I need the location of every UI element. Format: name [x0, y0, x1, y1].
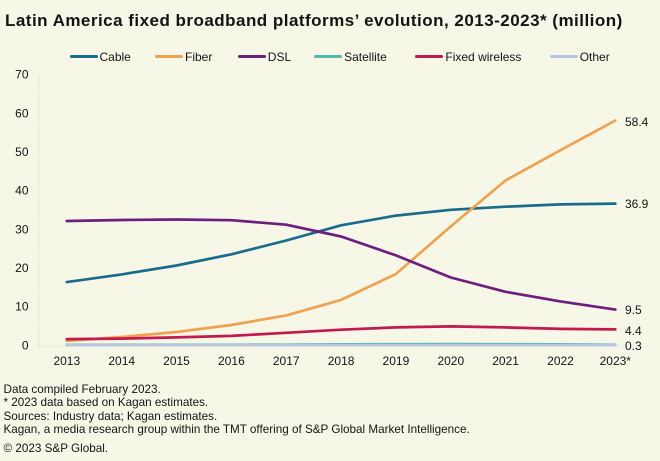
- svg-text:2017: 2017: [273, 354, 300, 368]
- svg-text:0.3: 0.3: [625, 339, 642, 353]
- svg-text:40: 40: [15, 184, 29, 198]
- svg-text:4.4: 4.4: [625, 324, 642, 338]
- svg-text:9.5: 9.5: [625, 303, 642, 317]
- svg-text:10: 10: [15, 300, 29, 314]
- svg-text:2015: 2015: [163, 354, 190, 368]
- svg-text:2016: 2016: [218, 354, 245, 368]
- svg-text:58.4: 58.4: [625, 115, 649, 129]
- svg-text:2014: 2014: [108, 354, 135, 368]
- svg-text:0: 0: [22, 338, 29, 352]
- svg-text:2020: 2020: [437, 354, 464, 368]
- svg-text:36.9: 36.9: [625, 197, 649, 211]
- svg-text:2018: 2018: [328, 354, 355, 368]
- svg-text:50: 50: [15, 145, 29, 159]
- svg-text:70: 70: [15, 68, 29, 82]
- svg-text:2021: 2021: [492, 354, 519, 368]
- svg-text:2023*: 2023*: [600, 354, 632, 368]
- svg-text:30: 30: [15, 222, 29, 236]
- svg-text:2013: 2013: [53, 354, 80, 368]
- svg-text:60: 60: [15, 106, 29, 120]
- svg-text:2022: 2022: [547, 354, 574, 368]
- svg-text:2019: 2019: [383, 354, 410, 368]
- svg-text:20: 20: [15, 261, 29, 275]
